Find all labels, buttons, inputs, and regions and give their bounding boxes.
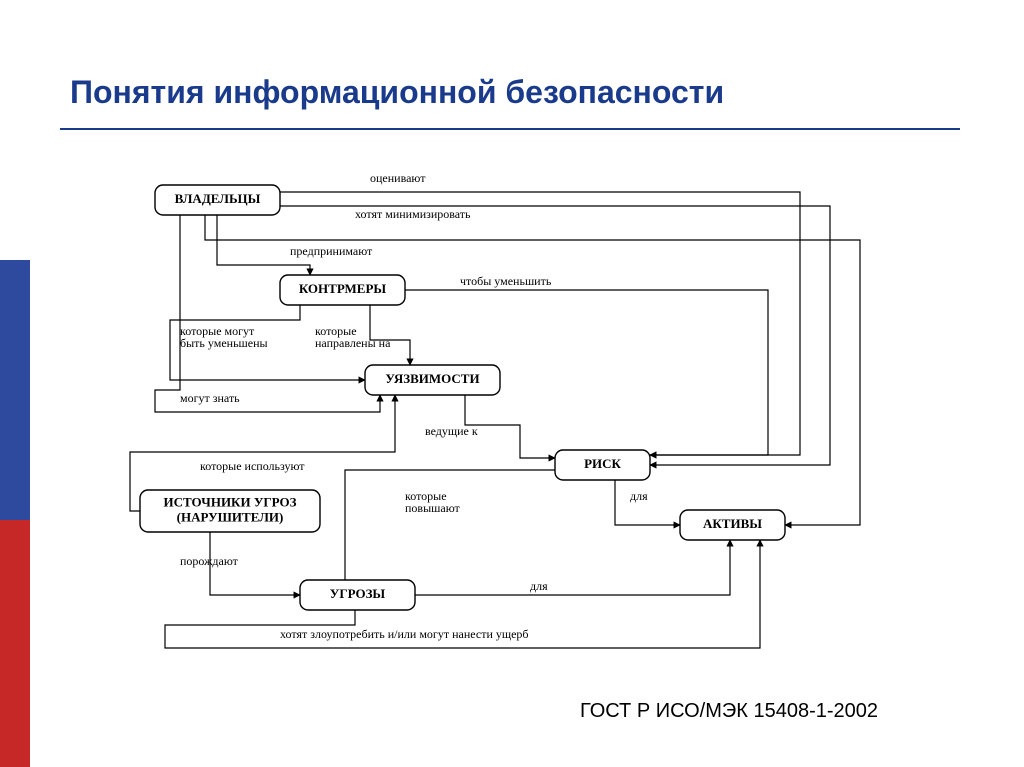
- svg-text:чтобы уменьшить: чтобы уменьшить: [460, 274, 552, 288]
- svg-text:(НАРУШИТЕЛИ): (НАРУШИТЕЛИ): [177, 509, 284, 524]
- svg-text:ИСТОЧНИКИ УГРОЗ: ИСТОЧНИКИ УГРОЗ: [164, 494, 297, 509]
- title-divider: [60, 128, 960, 130]
- flag-stripes: [0, 0, 30, 767]
- svg-text:АКТИВЫ: АКТИВЫ: [703, 516, 762, 531]
- standard-caption: ГОСТ Р ИСО/МЭК 15408-1-2002: [580, 700, 878, 723]
- node-risk: РИСК: [555, 450, 650, 480]
- svg-text:УЯЗВИМОСТИ: УЯЗВИМОСТИ: [385, 371, 479, 386]
- node-sources: ИСТОЧНИКИ УГРОЗ(НАРУШИТЕЛИ): [140, 490, 320, 532]
- svg-text:ВЛАДЕЛЬЦЫ: ВЛАДЕЛЬЦЫ: [175, 191, 261, 206]
- svg-text:повышают: повышают: [405, 501, 461, 515]
- svg-text:хотят злоупотребить и/или могу: хотят злоупотребить и/или могут нанести …: [280, 627, 529, 641]
- svg-text:могут знать: могут знать: [180, 391, 240, 405]
- node-assets: АКТИВЫ: [680, 510, 785, 540]
- svg-text:ведущие к: ведущие к: [425, 424, 478, 438]
- node-owners: ВЛАДЕЛЬЦЫ: [155, 185, 280, 215]
- stripe-blue: [0, 260, 30, 520]
- concept-diagram: оценивают хотят минимизировать предпринима…: [120, 170, 910, 670]
- svg-text:предпринимают: предпринимают: [290, 244, 373, 258]
- svg-text:КОНТРМЕРЫ: КОНТРМЕРЫ: [299, 281, 387, 296]
- svg-text:для: для: [530, 579, 548, 593]
- svg-text:хотят минимизировать: хотят минимизировать: [355, 207, 471, 221]
- svg-text:направлены на: направлены на: [315, 336, 391, 350]
- svg-text:УГРОЗЫ: УГРОЗЫ: [330, 586, 386, 601]
- svg-text:которые используют: которые используют: [200, 459, 305, 473]
- svg-text:для: для: [630, 489, 648, 503]
- stripe-white: [0, 0, 30, 260]
- svg-text:РИСК: РИСК: [584, 456, 621, 471]
- node-threats: УГРОЗЫ: [300, 580, 415, 610]
- svg-text:оценивают: оценивают: [370, 171, 426, 185]
- stripe-red: [0, 520, 30, 767]
- node-vuln: УЯЗВИМОСТИ: [365, 365, 500, 395]
- node-counter: КОНТРМЕРЫ: [280, 275, 405, 305]
- svg-text:порождают: порождают: [180, 554, 239, 568]
- svg-text:быть уменьшены: быть уменьшены: [180, 336, 268, 350]
- page-title: Понятия информационной безопасности: [70, 74, 724, 111]
